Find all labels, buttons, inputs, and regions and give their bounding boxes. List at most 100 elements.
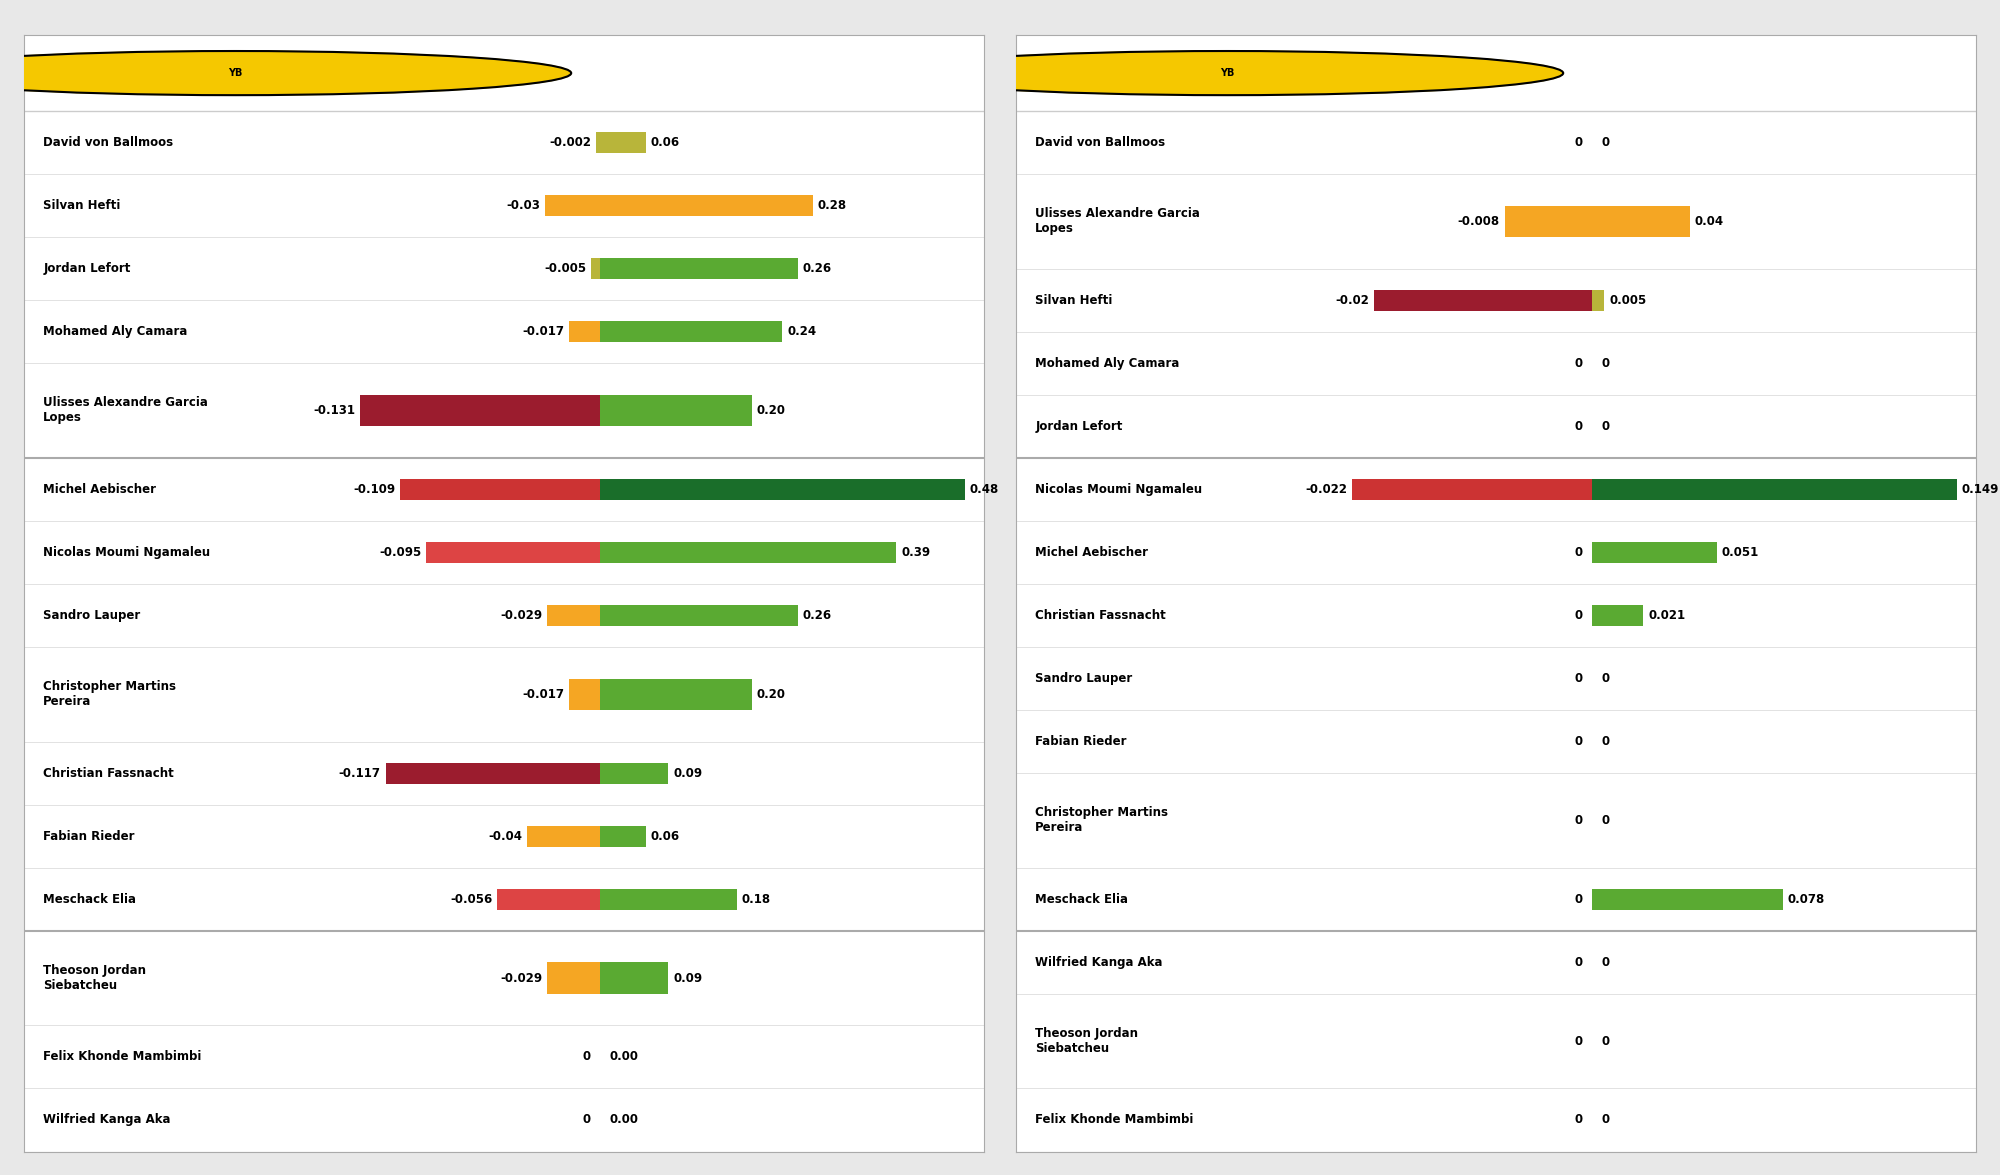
Bar [1592,206,1690,237]
Bar [1592,888,1782,909]
Text: Fabian Rieder: Fabian Rieder [1036,736,1126,748]
Text: 0.021: 0.021 [1648,609,1686,622]
Bar [600,888,736,909]
Bar [546,962,600,994]
Text: 0: 0 [1574,357,1582,370]
Bar [1374,290,1592,310]
Text: 0: 0 [1574,814,1582,827]
Bar [600,763,668,784]
Text: 0.09: 0.09 [674,972,702,985]
Text: Michel Aebischer: Michel Aebischer [44,483,156,496]
Text: 0: 0 [1602,955,1610,969]
Text: -0.022: -0.022 [1306,483,1348,496]
Text: -0.02: -0.02 [1336,294,1370,307]
Text: -0.109: -0.109 [354,483,396,496]
Text: 0: 0 [1574,736,1582,748]
Bar [1592,479,1956,499]
Bar [600,605,798,626]
Bar [498,888,600,909]
Bar [600,479,964,499]
Bar [600,962,668,994]
Text: -0.03: -0.03 [506,199,540,212]
Bar [1352,479,1592,499]
Text: 0.078: 0.078 [1788,893,1826,906]
Bar [546,195,600,216]
Bar [590,258,600,278]
Bar [600,132,646,153]
Text: -0.095: -0.095 [378,546,422,559]
Text: 0.24: 0.24 [788,325,816,338]
Bar [600,679,752,710]
Text: 0: 0 [1602,136,1610,149]
Text: 0: 0 [1602,1035,1610,1048]
Text: 0.04: 0.04 [1694,215,1724,228]
Text: David von Ballmoos: David von Ballmoos [44,136,174,149]
Text: Christian Fassnacht: Christian Fassnacht [44,766,174,779]
Bar [1592,542,1716,563]
Bar [568,321,600,342]
Text: Nicolas Moumi Ngamaleu: Nicolas Moumi Ngamaleu [44,546,210,559]
Text: -0.04: -0.04 [488,830,522,842]
Text: 0: 0 [1602,1114,1610,1127]
Text: 0: 0 [1574,893,1582,906]
Text: 0: 0 [1602,814,1610,827]
Bar [600,395,752,427]
Text: Ulisses Alexandre Garcia
Lopes: Ulisses Alexandre Garcia Lopes [44,396,208,424]
Text: 0: 0 [582,1050,590,1063]
Text: 0.48: 0.48 [970,483,998,496]
Text: Christopher Martins
Pereira: Christopher Martins Pereira [1036,806,1168,834]
Text: xT from Passes: xT from Passes [52,63,242,83]
Text: 0.06: 0.06 [650,830,680,842]
Text: Wilfried Kanga Aka: Wilfried Kanga Aka [44,1114,170,1127]
Text: xT from Dribbles: xT from Dribbles [1044,63,1254,83]
Text: Theoson Jordan
Siebatcheu: Theoson Jordan Siebatcheu [1036,1027,1138,1055]
Text: YB: YB [228,68,242,78]
Bar [1592,605,1644,626]
Bar [526,826,600,846]
Text: Jordan Lefort: Jordan Lefort [44,262,130,275]
Text: Felix Khonde Mambimbi: Felix Khonde Mambimbi [44,1050,202,1063]
Bar [360,395,600,427]
Text: 0: 0 [1574,1114,1582,1127]
Text: -0.056: -0.056 [450,893,492,906]
Text: 0: 0 [1602,419,1610,432]
Text: Meschack Elia: Meschack Elia [1036,893,1128,906]
Bar [600,321,782,342]
Text: 0: 0 [1602,672,1610,685]
Text: 0: 0 [1574,609,1582,622]
Text: Mohamed Aly Camara: Mohamed Aly Camara [44,325,188,338]
Text: 0.00: 0.00 [610,1114,638,1127]
Text: 0: 0 [1574,955,1582,969]
Text: -0.117: -0.117 [338,766,380,779]
Text: David von Ballmoos: David von Ballmoos [1036,136,1166,149]
Text: Mohamed Aly Camara: Mohamed Aly Camara [1036,357,1180,370]
Text: 0.26: 0.26 [802,609,832,622]
Bar [600,826,646,846]
Text: 0: 0 [1602,736,1610,748]
Text: 0: 0 [582,1114,590,1127]
Text: Jordan Lefort: Jordan Lefort [1036,419,1122,432]
Text: -0.005: -0.005 [544,262,586,275]
Circle shape [892,51,1564,95]
Text: Fabian Rieder: Fabian Rieder [44,830,134,842]
Text: Christian Fassnacht: Christian Fassnacht [1036,609,1166,622]
Text: Nicolas Moumi Ngamaleu: Nicolas Moumi Ngamaleu [1036,483,1202,496]
Text: Theoson Jordan
Siebatcheu: Theoson Jordan Siebatcheu [44,963,146,992]
Text: 0.09: 0.09 [674,766,702,779]
Bar [600,258,798,278]
Text: Silvan Hefti: Silvan Hefti [1036,294,1112,307]
Text: 0.051: 0.051 [1722,546,1758,559]
Text: Wilfried Kanga Aka: Wilfried Kanga Aka [1036,955,1162,969]
Bar [386,763,600,784]
Text: 0.149: 0.149 [1962,483,1998,496]
Text: -0.017: -0.017 [522,687,564,700]
Text: Sandro Lauper: Sandro Lauper [44,609,140,622]
Bar [600,542,896,563]
Text: Meschack Elia: Meschack Elia [44,893,136,906]
Text: 0: 0 [1574,136,1582,149]
Text: 0.20: 0.20 [756,404,786,417]
Circle shape [0,51,572,95]
Bar [1504,206,1592,237]
Bar [546,605,600,626]
Text: -0.029: -0.029 [500,609,542,622]
